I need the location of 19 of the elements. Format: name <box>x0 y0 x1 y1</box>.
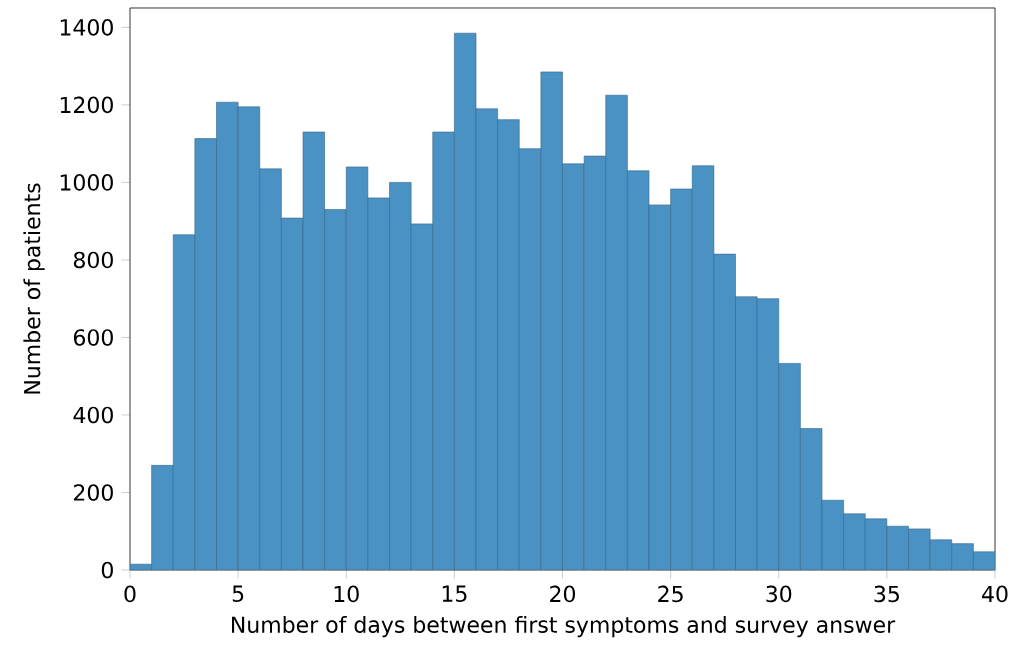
x-tick-label: 40 <box>982 585 1008 603</box>
x-axis-title: Number of days between first symptoms and survey answer <box>232 615 896 638</box>
y-tick-label: 600 <box>73 329 113 346</box>
x-tick-label: 10 <box>334 585 359 603</box>
x-tick-label: 30 <box>766 585 792 603</box>
x-tick-label: 25 <box>658 585 683 603</box>
y-axis-title: Number of patients <box>23 183 45 394</box>
y-tick-label: 1000 <box>60 174 113 191</box>
x-tick-label: 20 <box>550 585 576 603</box>
x-tick-label: 35 <box>874 585 899 603</box>
y-tick-label: 800 <box>73 251 113 269</box>
y-tick-label: 0 <box>101 561 113 579</box>
y-tick-label: 1200 <box>60 96 113 114</box>
x-tick-label: 5 <box>232 585 244 602</box>
y-tick-label: 1400 <box>60 19 113 36</box>
x-tick-label: 0 <box>124 585 136 603</box>
y-tick-label: 400 <box>73 406 113 424</box>
y-tick-label: 200 <box>74 484 113 501</box>
x-tick-label: 15 <box>442 585 467 602</box>
